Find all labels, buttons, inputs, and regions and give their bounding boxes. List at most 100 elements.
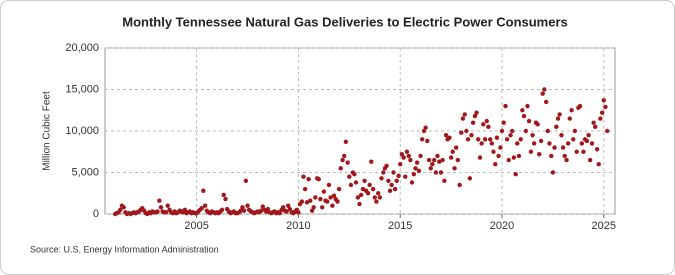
point xyxy=(521,113,527,119)
point xyxy=(477,155,483,160)
point xyxy=(508,132,513,138)
point xyxy=(316,176,321,182)
point xyxy=(554,124,559,130)
point xyxy=(165,203,170,208)
point xyxy=(265,206,271,212)
point xyxy=(201,188,206,193)
point xyxy=(569,108,574,113)
point xyxy=(537,152,542,157)
point xyxy=(326,182,332,188)
x-tick-label: 2010 xyxy=(286,220,310,232)
point xyxy=(509,128,515,134)
y-tick-label: 20,000 xyxy=(65,42,99,54)
point xyxy=(219,207,225,213)
point xyxy=(567,116,573,121)
point xyxy=(340,157,345,163)
point xyxy=(459,130,464,135)
point xyxy=(581,149,586,154)
point xyxy=(479,141,484,146)
point xyxy=(306,176,311,182)
point xyxy=(391,170,396,175)
point xyxy=(462,112,467,117)
point xyxy=(549,153,554,159)
point xyxy=(386,178,391,183)
point xyxy=(550,170,556,175)
y-axis-label: Million Cubic Feet xyxy=(42,91,53,171)
point xyxy=(336,186,342,192)
point xyxy=(464,128,469,134)
point xyxy=(309,208,315,213)
point xyxy=(357,201,362,207)
point xyxy=(399,152,405,157)
point xyxy=(470,120,476,125)
point xyxy=(526,118,532,124)
point xyxy=(487,137,493,142)
point xyxy=(403,174,408,179)
point xyxy=(320,205,325,210)
point xyxy=(469,132,474,138)
point xyxy=(447,135,452,140)
point xyxy=(286,203,291,208)
point xyxy=(284,209,289,214)
point xyxy=(442,178,447,183)
point xyxy=(352,171,357,177)
point xyxy=(562,153,567,159)
point xyxy=(421,128,427,134)
point xyxy=(455,157,461,163)
point xyxy=(435,153,440,159)
point xyxy=(157,198,162,203)
point xyxy=(308,198,313,203)
point xyxy=(520,108,525,113)
point xyxy=(511,155,517,160)
point xyxy=(121,205,126,210)
point xyxy=(202,203,208,208)
point xyxy=(491,149,496,154)
point xyxy=(489,141,495,146)
point xyxy=(494,135,500,140)
point xyxy=(313,195,318,200)
point xyxy=(240,205,245,210)
point xyxy=(343,139,349,144)
point xyxy=(586,132,591,138)
point xyxy=(331,193,337,198)
point xyxy=(304,200,310,205)
point xyxy=(348,182,354,188)
point xyxy=(238,208,243,213)
point xyxy=(414,160,420,165)
point xyxy=(484,118,489,124)
point xyxy=(565,141,571,146)
point xyxy=(401,155,406,160)
chart-title: Monthly Tennessee Natural Gas Deliveries… xyxy=(122,14,568,29)
point xyxy=(425,138,430,144)
point xyxy=(158,205,164,210)
point xyxy=(430,162,435,167)
point xyxy=(552,145,557,150)
point xyxy=(428,166,433,171)
point xyxy=(155,209,160,214)
point xyxy=(450,149,455,154)
point xyxy=(465,137,471,142)
x-tick-label: 2025 xyxy=(592,220,616,232)
point xyxy=(557,112,562,117)
point xyxy=(277,210,282,216)
point xyxy=(438,170,444,175)
point xyxy=(342,153,347,159)
y-tick-label: 0 xyxy=(93,208,99,220)
point xyxy=(299,199,305,204)
point xyxy=(411,171,417,177)
point xyxy=(596,162,601,167)
point xyxy=(413,166,418,171)
point xyxy=(504,137,510,142)
point xyxy=(328,195,333,200)
point xyxy=(543,99,549,105)
point xyxy=(525,103,530,109)
point xyxy=(376,191,381,196)
point xyxy=(460,116,466,121)
point xyxy=(318,196,323,202)
point xyxy=(423,125,428,130)
point xyxy=(493,162,498,167)
point xyxy=(118,207,123,213)
point xyxy=(515,141,520,146)
point xyxy=(603,104,608,110)
